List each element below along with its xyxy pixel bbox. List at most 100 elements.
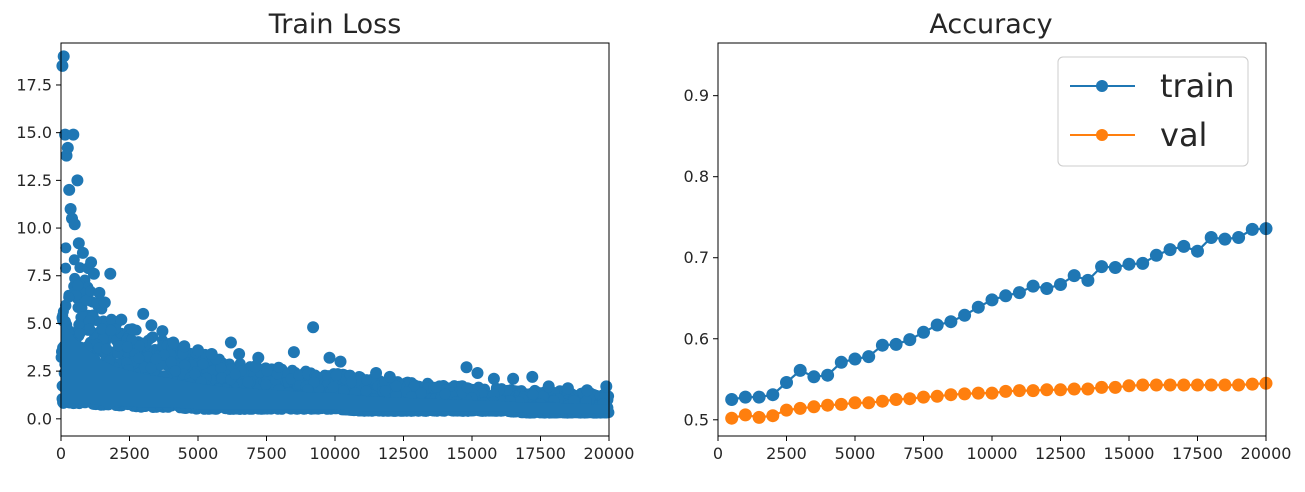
loss-point <box>273 361 285 373</box>
loss-outlier-point <box>57 50 70 63</box>
train-point <box>1122 257 1136 271</box>
train-point <box>971 300 985 314</box>
loss-x-tick-label: 7500 <box>246 444 287 463</box>
val-point <box>1054 383 1067 397</box>
loss-point <box>308 376 320 388</box>
val-point <box>999 384 1013 398</box>
val-point <box>821 398 835 412</box>
loss-outlier-point <box>323 351 336 364</box>
val-point <box>1108 380 1122 394</box>
loss-point <box>165 356 177 368</box>
val-point <box>889 393 903 406</box>
accuracy-x-tick-label: 10000 <box>967 444 1018 463</box>
loss-point <box>330 369 342 381</box>
legend-val-marker <box>1096 129 1108 141</box>
val-point <box>1026 384 1040 398</box>
val-point <box>971 386 985 400</box>
loss-outlier-point <box>67 128 80 141</box>
loss-point <box>527 388 539 400</box>
train-point <box>725 393 739 406</box>
val-point <box>1012 384 1026 398</box>
val-point <box>834 397 848 411</box>
loss-outlier-point <box>460 361 473 374</box>
loss-outlier-point <box>104 267 117 280</box>
loss-point <box>150 353 162 365</box>
val-point <box>1191 378 1204 392</box>
val-point <box>807 400 821 414</box>
val-point <box>752 410 766 424</box>
loss-outlier-point <box>526 370 539 383</box>
loss-x-tick-label: 2500 <box>109 444 150 463</box>
train-point <box>1081 273 1095 287</box>
loss-point <box>133 352 145 364</box>
train-point <box>752 390 766 404</box>
accuracy-series-train <box>725 222 1273 406</box>
accuracy-y-axis: 0.5 0.6 0.7 0.8 0.9 <box>684 86 718 429</box>
train-point <box>1149 248 1163 262</box>
val-point <box>1204 378 1218 392</box>
accuracy-y-tick-label: 0.7 <box>684 248 709 267</box>
train-point <box>944 315 958 329</box>
accuracy-x-tick-label: 15000 <box>1104 444 1155 463</box>
val-point <box>903 392 917 406</box>
loss-point <box>260 379 272 390</box>
train-point <box>834 355 848 369</box>
loss-outlier-point <box>98 296 111 309</box>
train-point <box>793 363 807 377</box>
accuracy-y-tick-label: 0.5 <box>684 410 709 429</box>
train-point <box>1054 278 1067 291</box>
loss-point <box>74 262 86 274</box>
loss-point <box>390 380 402 392</box>
accuracy-y-tick-label: 0.9 <box>684 86 709 105</box>
loss-y-tick-label: 0.0 <box>27 409 52 428</box>
train-loss-title: Train Loss <box>268 9 402 40</box>
loss-outlier-point <box>63 183 76 196</box>
loss-y-tick-label: 10.0 <box>16 219 52 238</box>
train-point <box>999 289 1013 303</box>
loss-outlier-point <box>126 323 139 336</box>
loss-outlier-point <box>224 336 237 349</box>
loss-point <box>101 343 112 355</box>
loss-point <box>415 387 427 399</box>
loss-outlier-point <box>370 367 383 379</box>
loss-point <box>145 362 157 374</box>
loss-outlier-point <box>71 174 84 187</box>
accuracy-x-tick-label: 5000 <box>835 444 876 463</box>
loss-point <box>197 358 209 370</box>
loss-outlier-point <box>72 237 85 250</box>
loss-point <box>134 340 145 352</box>
loss-point <box>105 324 117 336</box>
train-point <box>821 368 835 382</box>
loss-point <box>408 380 420 392</box>
loss-outlier-point <box>178 340 191 353</box>
loss-point <box>63 291 75 303</box>
loss-point <box>327 381 339 393</box>
loss-outlier-point <box>85 256 98 269</box>
loss-point <box>74 328 86 340</box>
loss-outlier-point <box>252 351 265 364</box>
loss-outlier-point <box>76 246 89 259</box>
val-line <box>731 382 1267 420</box>
train-point <box>1191 244 1204 258</box>
train-loss-y-axis: 0.0 2.5 5.0 7.5 10.0 12.5 15.0 17.5 <box>16 75 61 428</box>
loss-x-tick-label: 17500 <box>515 444 566 463</box>
train-point <box>1067 269 1081 283</box>
loss-outlier-point <box>287 346 300 359</box>
train-point <box>875 338 889 352</box>
loss-point <box>68 254 80 266</box>
val-point <box>1136 378 1150 392</box>
loss-outlier-point <box>600 380 613 393</box>
val-point <box>1122 379 1136 393</box>
loss-outlier-point <box>471 367 484 379</box>
loss-outlier-point <box>93 286 106 299</box>
train-point <box>738 390 752 404</box>
val-point <box>1232 378 1246 392</box>
loss-outlier-point <box>233 348 246 360</box>
train-point <box>780 376 793 389</box>
val-point <box>766 409 780 423</box>
accuracy-x-tick-label: 0 <box>713 444 723 463</box>
train-point <box>930 318 944 332</box>
val-point <box>738 408 752 422</box>
